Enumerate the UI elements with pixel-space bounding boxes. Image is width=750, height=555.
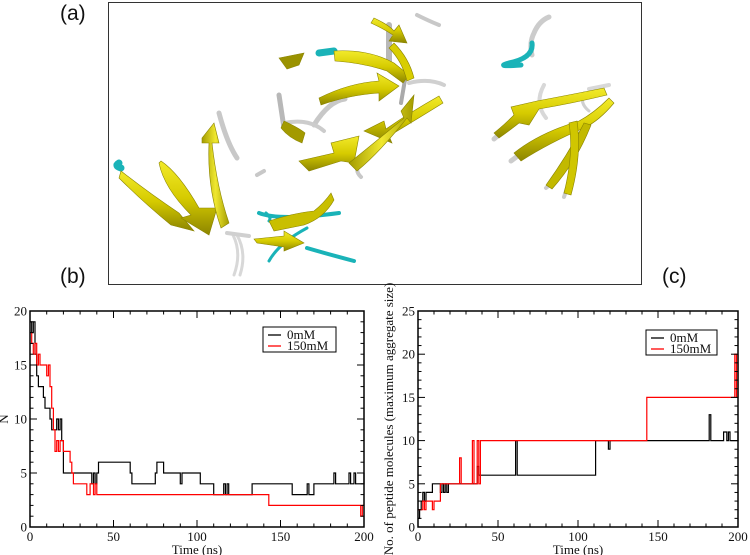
series-line-0mm: [418, 414, 739, 519]
x-tick-label: 100: [568, 529, 588, 544]
x-tick-label: 200: [728, 529, 748, 544]
y-tick-label: 10: [14, 412, 27, 427]
y-tick-label: 15: [402, 390, 415, 405]
chart-c-plot: 0 50 100 150 200 0 5 10 15 20 25 Time (ns) No. of pe…: [381, 283, 748, 555]
x-tick-label: 200: [354, 529, 374, 544]
y-tick-label: 0: [409, 520, 416, 535]
x-tick-label: 50: [107, 529, 120, 544]
y-tick-label: 20: [14, 304, 27, 319]
x-axis-label: Time (ns): [553, 542, 603, 555]
x-tick-label: 0: [415, 529, 422, 544]
legend-entry-150mm: 150mM: [670, 341, 712, 356]
y-tick-label: 10: [402, 433, 415, 448]
x-axis-label: Time (ns): [172, 542, 222, 555]
panel-label-b: (b): [60, 265, 86, 288]
y-axis-label: No. of peptide molecules (maximum aggreg…: [381, 283, 396, 555]
x-tick-label: 150: [271, 529, 291, 544]
x-tick-label: 50: [492, 529, 505, 544]
x-tick-label: 150: [648, 529, 668, 544]
y-tick-label: 5: [409, 476, 416, 491]
series-line-150mm: [418, 353, 739, 511]
y-axis-label: N: [0, 414, 11, 424]
molecular-rendering-panel: [108, 2, 642, 285]
series-line-0mm: [30, 321, 365, 496]
legend-entry-150mm: 150mM: [287, 338, 329, 353]
y-tick-label: 0: [21, 520, 28, 535]
y-tick-label: 5: [21, 466, 28, 481]
series-line-150mm: [30, 332, 364, 517]
peptide-aggregate-illustration: [113, 13, 615, 277]
legend-entry-0mm: 0mM: [287, 327, 316, 342]
y-tick-label: 15: [14, 358, 27, 373]
panel-label-a: (a): [60, 2, 86, 25]
legend-entry-0mm: 0mM: [670, 330, 699, 345]
panel-label-c: (c): [662, 265, 687, 288]
x-tick-label: 0: [27, 529, 34, 544]
chart-panel-c: 0 50 100 150 200 0 5 10 15 20 25 Time (ns) No. of pe…: [370, 283, 750, 555]
y-tick-label: 25: [402, 304, 415, 319]
x-tick-label: 100: [187, 529, 207, 544]
y-tick-label: 20: [402, 347, 415, 362]
